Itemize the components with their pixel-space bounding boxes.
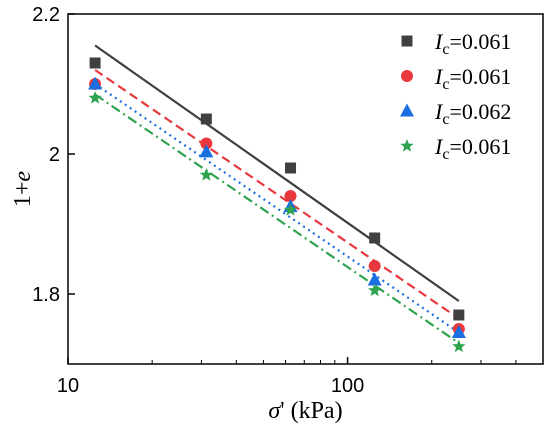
x-axis-label: σ' (kPa) bbox=[268, 398, 342, 424]
y-tick-label: 2.2 bbox=[32, 4, 60, 26]
data-points bbox=[88, 57, 466, 353]
data-point-series-2 bbox=[368, 260, 381, 272]
data-point-series-4 bbox=[452, 339, 466, 353]
x-tick-label: 10 bbox=[57, 375, 79, 397]
legend-marker-4 bbox=[400, 139, 414, 152]
data-point-series-4 bbox=[88, 91, 102, 104]
plot-frame bbox=[67, 13, 544, 365]
axis-ticks: 10 100 1.8 2 2.2 bbox=[32, 4, 517, 397]
legend-label-3: Ic=0.062 bbox=[434, 99, 511, 128]
legend-label-1: Ic=0.061 bbox=[434, 29, 511, 58]
data-point-series-1 bbox=[369, 232, 381, 244]
data-point-series-2 bbox=[284, 190, 297, 202]
y-axis-label: 1+e bbox=[10, 171, 36, 208]
legend-marker-1 bbox=[401, 35, 413, 47]
x-tick-label: 100 bbox=[331, 375, 364, 397]
data-point-series-1 bbox=[89, 57, 101, 69]
data-point-series-4 bbox=[199, 168, 214, 181]
fit-line-2 bbox=[94, 69, 460, 320]
y-tick-label: 2 bbox=[49, 144, 60, 166]
y-tick-label: 1.8 bbox=[32, 284, 60, 306]
data-point-series-3 bbox=[367, 272, 382, 286]
data-point-series-1 bbox=[285, 162, 297, 174]
data-point-series-3 bbox=[451, 325, 466, 338]
fit-line-4 bbox=[94, 93, 460, 344]
legend: Ic=0.061 Ic=0.061 Ic=0.062 Ic=0.061 bbox=[400, 29, 511, 163]
data-point-series-3 bbox=[88, 76, 103, 90]
data-point-series-4 bbox=[368, 283, 382, 297]
data-point-series-2 bbox=[200, 137, 213, 150]
fit-line-3 bbox=[94, 83, 460, 334]
legend-marker-3 bbox=[400, 103, 414, 117]
data-point-series-3 bbox=[199, 144, 214, 158]
data-point-series-1 bbox=[453, 309, 465, 321]
legend-label-2: Ic=0.061 bbox=[434, 64, 511, 93]
data-point-series-1 bbox=[200, 113, 212, 125]
data-point-series-4 bbox=[283, 203, 298, 216]
legend-label-4: Ic=0.061 bbox=[434, 134, 511, 163]
fit-lines bbox=[94, 44, 460, 344]
fit-line-1 bbox=[94, 44, 460, 302]
legend-marker-2 bbox=[401, 70, 413, 82]
